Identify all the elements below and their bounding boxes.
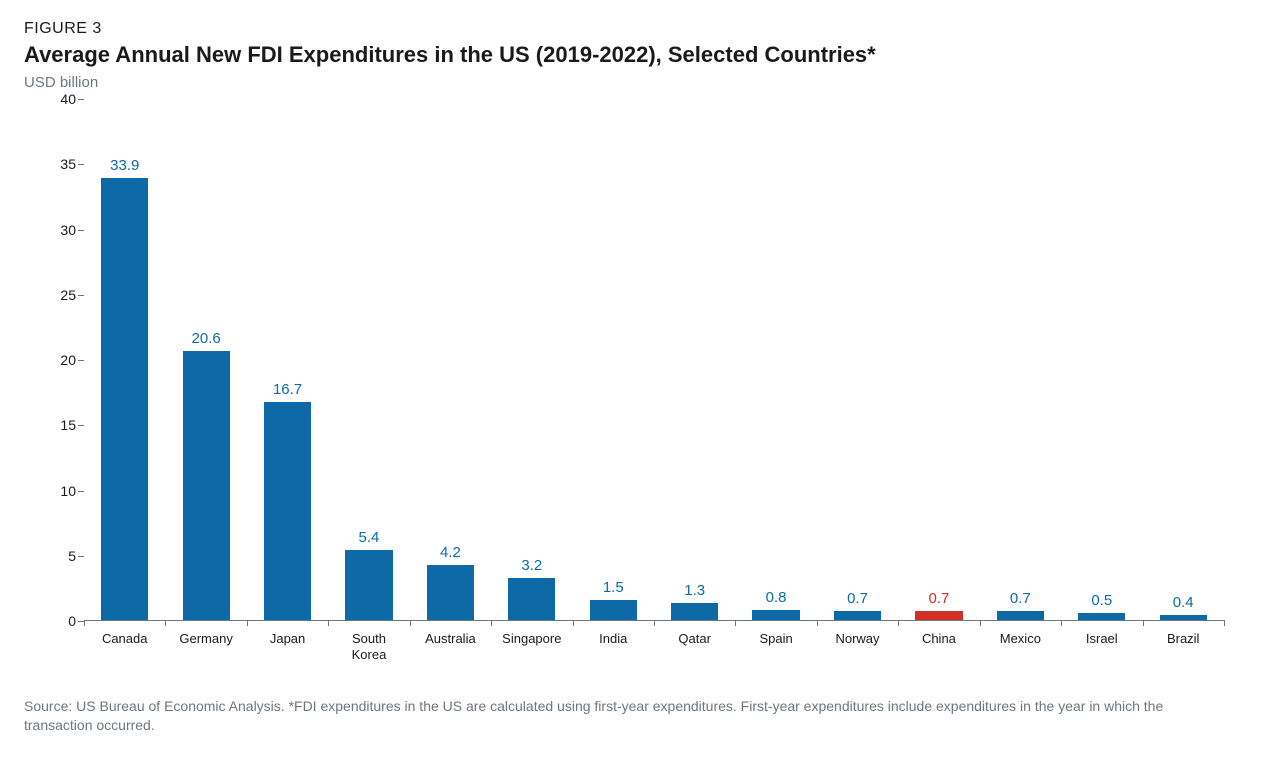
- bar-value-label: 20.6: [192, 330, 221, 347]
- y-tick-label: 40: [60, 91, 76, 107]
- bar: [915, 611, 962, 620]
- bar-slot: 0.7: [898, 99, 979, 620]
- x-axis-label: Australia: [410, 625, 491, 669]
- bar-value-label: 1.3: [684, 582, 705, 599]
- x-axis-label: Japan: [247, 625, 328, 669]
- x-axis-label: Spain: [735, 625, 816, 669]
- bar-value-label: 3.2: [521, 557, 542, 574]
- bar: [671, 603, 718, 620]
- bar-value-label: 16.7: [273, 381, 302, 398]
- y-tick-label: 10: [60, 483, 76, 499]
- bar: [101, 178, 148, 620]
- bar-value-label: 0.5: [1091, 592, 1112, 609]
- x-axis-label: Brazil: [1142, 625, 1223, 669]
- y-tick-mark: [78, 230, 84, 231]
- bar: [590, 600, 637, 620]
- y-tick-mark: [78, 99, 84, 100]
- x-axis-label: Israel: [1061, 625, 1142, 669]
- y-tick-label: 20: [60, 352, 76, 368]
- bar-slot: 4.2: [410, 99, 491, 620]
- y-tick-label: 5: [68, 548, 76, 564]
- bar-value-label: 1.5: [603, 579, 624, 596]
- bar: [1078, 613, 1125, 620]
- bar: [752, 610, 799, 620]
- chart-title: Average Annual New FDI Expenditures in t…: [24, 42, 1238, 68]
- bar-value-label: 33.9: [110, 157, 139, 174]
- bar: [427, 565, 474, 620]
- y-tick-label: 25: [60, 287, 76, 303]
- y-axis: 0510152025303540: [24, 99, 84, 669]
- bar-value-label: 0.7: [847, 590, 868, 607]
- bar-value-label: 0.4: [1173, 594, 1194, 611]
- bar: [1160, 615, 1207, 620]
- bar: [508, 578, 555, 620]
- y-tick-mark: [78, 491, 84, 492]
- y-tick-mark: [78, 425, 84, 426]
- bar: [345, 550, 392, 620]
- x-axis-label: Norway: [817, 625, 898, 669]
- bar-slot: 3.2: [491, 99, 572, 620]
- bar-slot: 20.6: [165, 99, 246, 620]
- y-tick-mark: [78, 621, 84, 622]
- chart-subtitle: USD billion: [24, 74, 1238, 91]
- bar-slot: 1.3: [654, 99, 735, 620]
- y-tick-label: 15: [60, 417, 76, 433]
- x-tick-mark: [1224, 620, 1225, 626]
- bar-slot: 0.5: [1061, 99, 1142, 620]
- bar-value-label: 5.4: [359, 529, 380, 546]
- x-axis-label: Mexico: [980, 625, 1061, 669]
- bar: [264, 402, 311, 620]
- bar-value-label: 0.7: [1010, 590, 1031, 607]
- bar-slot: 5.4: [328, 99, 409, 620]
- bars-container: 33.9 20.6 16.7 5.4 4.2 3.2 1.5 1.3 0.8 0.7 0.7 0.7 0…: [84, 99, 1224, 620]
- x-axis-label: China: [898, 625, 979, 669]
- y-tick-mark: [78, 360, 84, 361]
- x-axis-label: Canada: [84, 625, 165, 669]
- y-tick-mark: [78, 164, 84, 165]
- bar: [834, 611, 881, 620]
- bar-value-label: 0.7: [929, 590, 950, 607]
- x-axis-labels: CanadaGermanyJapanSouthKoreaAustraliaSin…: [84, 625, 1224, 669]
- bar-slot: 33.9: [84, 99, 165, 620]
- bar-slot: 0.8: [735, 99, 816, 620]
- x-axis-label: India: [573, 625, 654, 669]
- bar: [997, 611, 1044, 620]
- x-axis-label: SouthKorea: [328, 625, 409, 669]
- chart-footnote: Source: US Bureau of Economic Analysis. …: [24, 697, 1224, 735]
- y-tick-label: 35: [60, 156, 76, 172]
- plot-area: 33.9 20.6 16.7 5.4 4.2 3.2 1.5 1.3 0.8 0.7 0.7 0.7 0…: [84, 99, 1224, 621]
- bar-slot: 16.7: [247, 99, 328, 620]
- bar-slot: 0.7: [980, 99, 1061, 620]
- y-tick-label: 30: [60, 222, 76, 238]
- bar-slot: 0.4: [1142, 99, 1223, 620]
- bar-slot: 0.7: [817, 99, 898, 620]
- figure-label: FIGURE 3: [24, 20, 1238, 38]
- y-tick-mark: [78, 556, 84, 557]
- bar: [183, 351, 230, 620]
- y-tick-mark: [78, 295, 84, 296]
- x-axis-label: Germany: [165, 625, 246, 669]
- x-axis-label: Singapore: [491, 625, 572, 669]
- bar-value-label: 0.8: [766, 589, 787, 606]
- bar-value-label: 4.2: [440, 544, 461, 561]
- bar-slot: 1.5: [573, 99, 654, 620]
- x-axis-label: Qatar: [654, 625, 735, 669]
- y-tick-label: 0: [68, 613, 76, 629]
- chart-area: 0510152025303540 33.920.616.75.44.23.21.…: [24, 99, 1224, 669]
